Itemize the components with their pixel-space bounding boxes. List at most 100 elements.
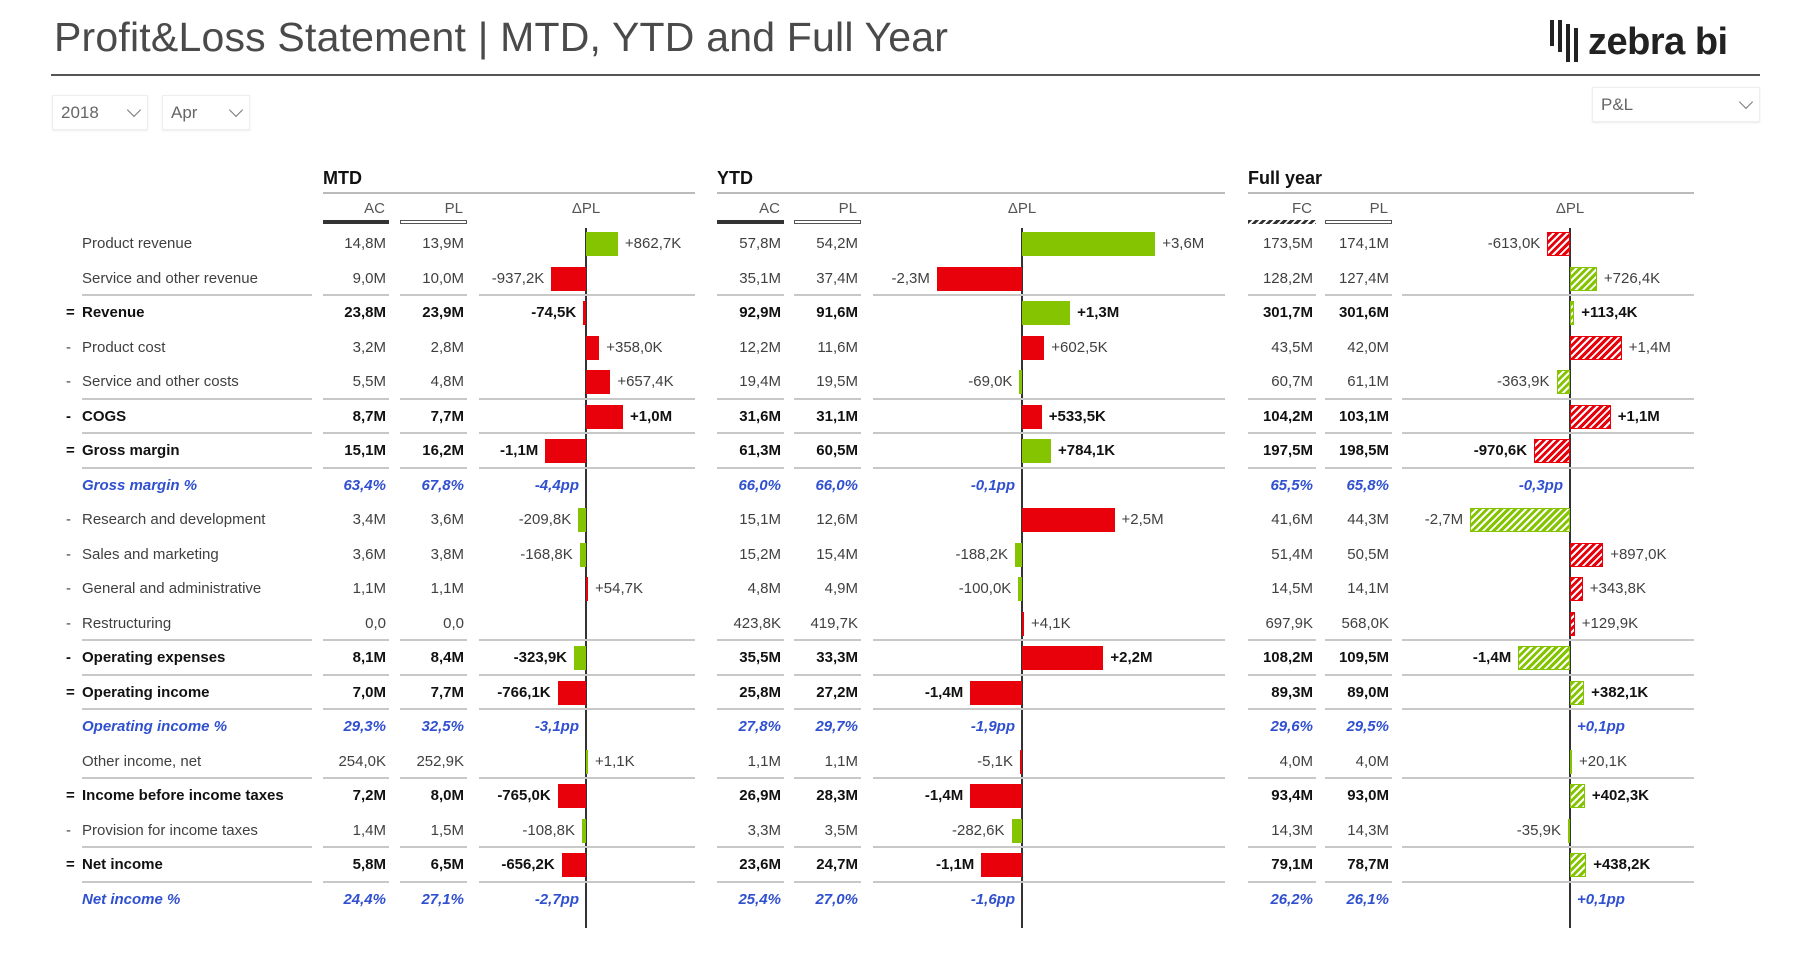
favorable-variance-bar (586, 232, 618, 256)
unfavorable-variance-bar (1534, 439, 1570, 463)
row-separator (1325, 397, 1392, 400)
favorable-variance-bar (1022, 232, 1156, 256)
delta-value: +1,3M (1077, 304, 1120, 321)
plan-value: 33,3M (816, 649, 858, 666)
section-underline (323, 192, 695, 194)
delta-value: +602,5K (1051, 338, 1108, 356)
unfavorable-variance-bar (936, 266, 1022, 291)
row-separator (479, 432, 695, 434)
delta-value: -1,6pp (970, 890, 1015, 908)
row-separator (82, 466, 312, 469)
column-marker-plan (1325, 220, 1392, 224)
column-header: AC (759, 200, 780, 217)
plan-value: 78,7M (1347, 856, 1389, 873)
row-separator (1248, 466, 1316, 469)
favorable-variance-bar (1570, 680, 1585, 705)
delta-value: -613,0K (1487, 235, 1541, 252)
row-separator (82, 880, 312, 883)
actual-value: 79,1M (1271, 856, 1313, 873)
actual-value: 15,2M (739, 545, 781, 563)
row-separator (323, 708, 389, 710)
delta-value: +726,4K (1603, 269, 1661, 287)
plan-value: 568,0K (1341, 614, 1389, 632)
column-header: AC (364, 200, 385, 217)
row-separator (479, 673, 695, 676)
favorable-variance-bar (579, 542, 586, 567)
delta-value: +343,8K (1589, 580, 1647, 597)
section-title: YTD (717, 168, 753, 188)
actual-value: 93,4M (1271, 787, 1313, 804)
actual-value: 7,0M (352, 683, 386, 701)
row-separator (873, 673, 1225, 676)
actual-value: 5,8M (352, 856, 386, 873)
row-separator (479, 294, 695, 296)
actual-value: 8,1M (352, 649, 386, 666)
actual-value: 14,5M (1271, 580, 1313, 597)
delta-value: +0,1pp (1577, 890, 1625, 908)
delta-value: -0,1pp (970, 476, 1015, 494)
actual-value: 301,7M (1262, 304, 1313, 321)
row-separator (479, 708, 695, 710)
plan-value: 32,5% (421, 718, 464, 735)
row-separator (794, 777, 861, 779)
actual-value: 35,5M (739, 649, 781, 666)
plan-value: 2,8M (430, 338, 464, 356)
favorable-variance-bar (1022, 439, 1051, 463)
row-separator (400, 846, 467, 848)
delta-value: +657,4K (617, 373, 674, 390)
favorable-variance-bar (1518, 646, 1570, 670)
column-header: ΔPL (571, 200, 601, 217)
section-underline (1248, 192, 1694, 194)
delta-axis (1021, 228, 1023, 928)
unfavorable-variance-bar (586, 577, 589, 601)
actual-value: 4,0M (1279, 752, 1313, 770)
plan-value: 27,1% (421, 890, 464, 908)
actual-value: 128,2M (1262, 269, 1313, 287)
row-prefix: - (66, 614, 71, 632)
plan-value: 419,7K (810, 614, 858, 632)
row-separator (479, 846, 695, 848)
unfavorable-variance-bar (586, 335, 600, 360)
actual-value: 63,4% (343, 476, 386, 494)
row-separator (400, 880, 467, 883)
favorable-variance-bar (1015, 542, 1022, 567)
delta-value: +1,1K (595, 752, 635, 770)
section-title: Full year (1248, 168, 1323, 188)
delta-value: +1,0M (630, 407, 673, 425)
row-separator (794, 432, 861, 434)
row-separator (1402, 294, 1694, 296)
delta-value: +20,1K (1579, 752, 1627, 770)
actual-value: 1,4M (352, 821, 386, 839)
unfavorable-variance-bar (1020, 749, 1022, 774)
row-separator (1325, 639, 1392, 641)
delta-value: -1,1M (499, 442, 539, 459)
actual-value: 19,4M (739, 373, 781, 390)
actual-value: 27,8% (738, 718, 781, 735)
plan-value: 93,0M (1347, 787, 1389, 804)
plan-value: 50,5M (1347, 545, 1389, 563)
year-dropdown[interactable]: 2018 (52, 95, 148, 130)
row-separator (1402, 777, 1694, 779)
delta-value: +862,7K (624, 235, 682, 252)
row-separator (1402, 880, 1694, 883)
plan-value: 4,8M (430, 373, 464, 390)
row-separator (717, 432, 784, 434)
title-divider (51, 74, 1760, 76)
favorable-variance-bar (586, 749, 588, 774)
row-separator (82, 432, 312, 434)
plan-value: 13,9M (422, 235, 464, 252)
delta-value: -209,8K (518, 511, 572, 528)
delta-value: +533,5K (1048, 407, 1106, 425)
plan-value: 54,2M (816, 235, 858, 252)
actual-value: 1,1M (747, 752, 781, 770)
unfavorable-variance-bar (557, 680, 586, 705)
month-dropdown[interactable]: Apr (162, 95, 250, 130)
column-header: PL (838, 200, 857, 217)
actual-value: 15,1M (739, 511, 781, 528)
report-dropdown[interactable]: P&L (1592, 87, 1760, 122)
actual-value: 197,5M (1262, 442, 1313, 459)
favorable-variance-bar (1556, 370, 1570, 394)
actual-value: 29,6% (1270, 718, 1313, 735)
actual-value: 3,2M (352, 338, 386, 356)
row-separator (794, 846, 861, 848)
